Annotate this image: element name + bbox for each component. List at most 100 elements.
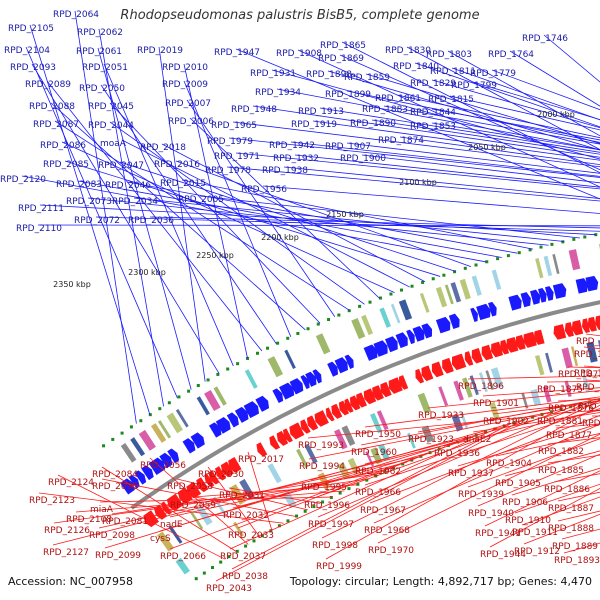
- reverse-gene-label: RPD_1940: [468, 509, 514, 519]
- reverse-gene-label: RPD_1939: [458, 490, 504, 500]
- reverse-annotation-block: [564, 380, 572, 397]
- forward-leader-line: [199, 195, 581, 239]
- reverse-gene-label: RPD_1882: [538, 447, 584, 457]
- reverse-feature: [325, 407, 335, 422]
- forward-leader-line: [262, 185, 600, 214]
- reverse-gene-label: RPD_1995: [301, 483, 347, 493]
- reverse-leader-line: [484, 470, 600, 527]
- forward-gene-label: RPD_1830: [385, 46, 431, 56]
- reverse-gene-label: RPD_1937: [448, 469, 494, 479]
- marker-dot: [210, 566, 214, 570]
- forward-feature: [272, 388, 284, 404]
- forward-gene-label: RPD_2050: [79, 84, 125, 94]
- forward-gene-label: RPD_1978: [205, 166, 251, 176]
- forward-gene-label: RPD_2062: [77, 28, 123, 38]
- marker-dot: [194, 577, 198, 581]
- forward-feature: [234, 406, 249, 423]
- forward-annotation-block: [166, 412, 183, 434]
- reverse-gene-label: RPD_2081: [102, 517, 148, 527]
- forward-gene-label: RPD_2088: [29, 102, 75, 112]
- marker-dot: [295, 514, 299, 518]
- marker-dot: [569, 405, 573, 409]
- reverse-gene-label: RPD_2059: [170, 501, 216, 511]
- forward-annotation-block: [196, 396, 210, 416]
- reverse-annotation-block: [304, 443, 318, 464]
- reverse-feature: [269, 435, 281, 450]
- reverse-feature: [215, 466, 227, 481]
- marker-dot: [484, 430, 488, 434]
- marker-dot: [442, 273, 446, 277]
- reverse-gene-label: RPD_1860: [576, 383, 600, 393]
- forward-annotation-block: [213, 386, 227, 406]
- forward-gene-label: RPD_1947: [214, 48, 260, 58]
- reverse-annotation-block: [376, 410, 389, 431]
- reverse-feature: [380, 381, 392, 398]
- reverse-leader-line: [495, 433, 600, 457]
- forward-gene-label: RPD_1779: [470, 69, 516, 79]
- forward-gene-label: RPD_1811: [430, 67, 476, 77]
- marker-dot: [463, 266, 467, 270]
- marker-dot: [378, 296, 382, 300]
- forward-gene-label: RPD_1948: [231, 105, 277, 115]
- forward-feature: [470, 307, 478, 323]
- forward-feature: [148, 457, 166, 476]
- reverse-leader-line: [308, 411, 550, 460]
- reverse-gene-label: miaA: [90, 505, 114, 515]
- reverse-gene-label: RPD_1936: [434, 449, 480, 459]
- forward-gene-label: RPD_2072: [74, 216, 120, 226]
- forward-gene-label: RPD_1883: [362, 105, 408, 115]
- forward-leader-line: [228, 137, 600, 178]
- forward-leader-line: [39, 204, 596, 236]
- forward-gene-label: RPD_1869: [318, 54, 364, 64]
- forward-feature: [395, 332, 408, 349]
- forward-leader-line: [226, 166, 600, 202]
- forward-feature: [243, 401, 260, 419]
- forward-gene-label: RPD_1859: [344, 73, 390, 83]
- reverse-leader-line: [427, 390, 600, 409]
- reverse-gene-label: RPD_1904: [486, 459, 532, 469]
- reverse-gene-label: RPD_2066: [160, 552, 206, 562]
- marker-dot: [368, 300, 372, 304]
- reverse-gene-label: RPD_2017: [238, 455, 284, 465]
- forward-leader-line: [61, 141, 395, 293]
- forward-gene-label: RPD_2007: [165, 99, 211, 109]
- forward-feature: [488, 301, 497, 317]
- forward-gene-label: RPD_1931: [250, 69, 296, 79]
- reverse-gene-label: RPD_1875: [537, 385, 583, 395]
- reverse-feature: [506, 337, 519, 353]
- forward-feature: [575, 278, 588, 294]
- forward-gene-label: RPD_2047: [98, 161, 144, 171]
- forward-feature: [305, 371, 317, 387]
- forward-gene-label: RPD_1979: [207, 137, 253, 147]
- reverse-gene-label: RPD_2058: [167, 482, 213, 492]
- forward-gene-label: RPD_1861: [375, 94, 421, 104]
- marker-dot: [539, 245, 543, 249]
- marker-dot: [399, 288, 403, 292]
- marker-dot: [401, 462, 405, 466]
- forward-annotation-block: [130, 437, 146, 457]
- marker-dot: [389, 292, 393, 296]
- reverse-feature: [500, 339, 510, 355]
- forward-leader-line: [54, 120, 350, 311]
- forward-gene-label: RPD_1965: [211, 121, 257, 131]
- marker-dot: [594, 233, 598, 237]
- reverse-gene-label: dnaE2: [463, 435, 491, 445]
- marker-dot: [410, 284, 414, 288]
- marker-dot: [347, 487, 351, 491]
- forward-gene-label: RPD_1799: [451, 81, 497, 91]
- reverse-feature: [421, 365, 434, 382]
- forward-annotation-block: [150, 423, 167, 443]
- marker-dot: [338, 491, 342, 495]
- forward-feature: [120, 478, 135, 495]
- reverse-leader-line: [228, 487, 321, 504]
- forward-feature: [279, 382, 295, 400]
- reverse-gene-label: RPD_1912: [514, 547, 560, 557]
- forward-leader-line: [472, 81, 600, 121]
- marker-dot: [167, 401, 171, 405]
- forward-annotation-block: [204, 389, 221, 412]
- reverse-feature: [564, 322, 574, 338]
- reverse-gene-label: RPD_1896: [458, 382, 504, 392]
- reverse-leader-line: [369, 415, 600, 504]
- reverse-annotation-block: [267, 463, 282, 484]
- genome-backbone: [130, 300, 600, 510]
